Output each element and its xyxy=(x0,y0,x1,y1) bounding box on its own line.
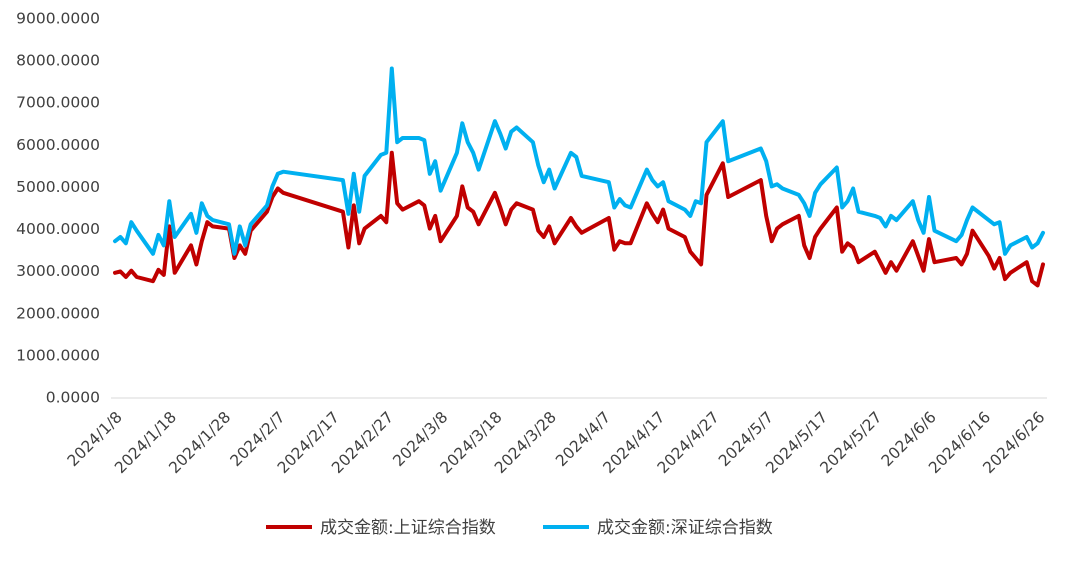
legend-label-2: 成交金额:深证综合指数 xyxy=(597,518,773,538)
y-tick-label: 6000.0000 xyxy=(16,136,100,154)
y-tick-label: 7000.0000 xyxy=(16,94,100,112)
y-tick-label: 1000.0000 xyxy=(16,346,100,364)
x-axis: 2024/1/82024/1/182024/1/282024/2/72024/2… xyxy=(64,397,1048,477)
legend-label-1: 成交金额:上证综合指数 xyxy=(320,518,496,538)
y-tick-label: 2000.0000 xyxy=(16,304,100,322)
y-tick-label: 4000.0000 xyxy=(16,220,100,238)
y-tick-label: 8000.0000 xyxy=(16,52,100,70)
series-line-2 xyxy=(113,66,1045,256)
legend: 成交金额:上证综合指数 成交金额:深证综合指数 xyxy=(266,518,773,538)
y-tick-label: 5000.0000 xyxy=(16,178,100,196)
y-tick-label: 9000.0000 xyxy=(16,10,100,28)
plot-area xyxy=(113,66,1045,288)
y-tick-label: 3000.0000 xyxy=(16,262,100,280)
y-axis: 0.0000 1000.0000 2000.0000 3000.0000 4000.00… xyxy=(16,10,100,407)
y-tick-label: 0.0000 xyxy=(46,389,100,407)
